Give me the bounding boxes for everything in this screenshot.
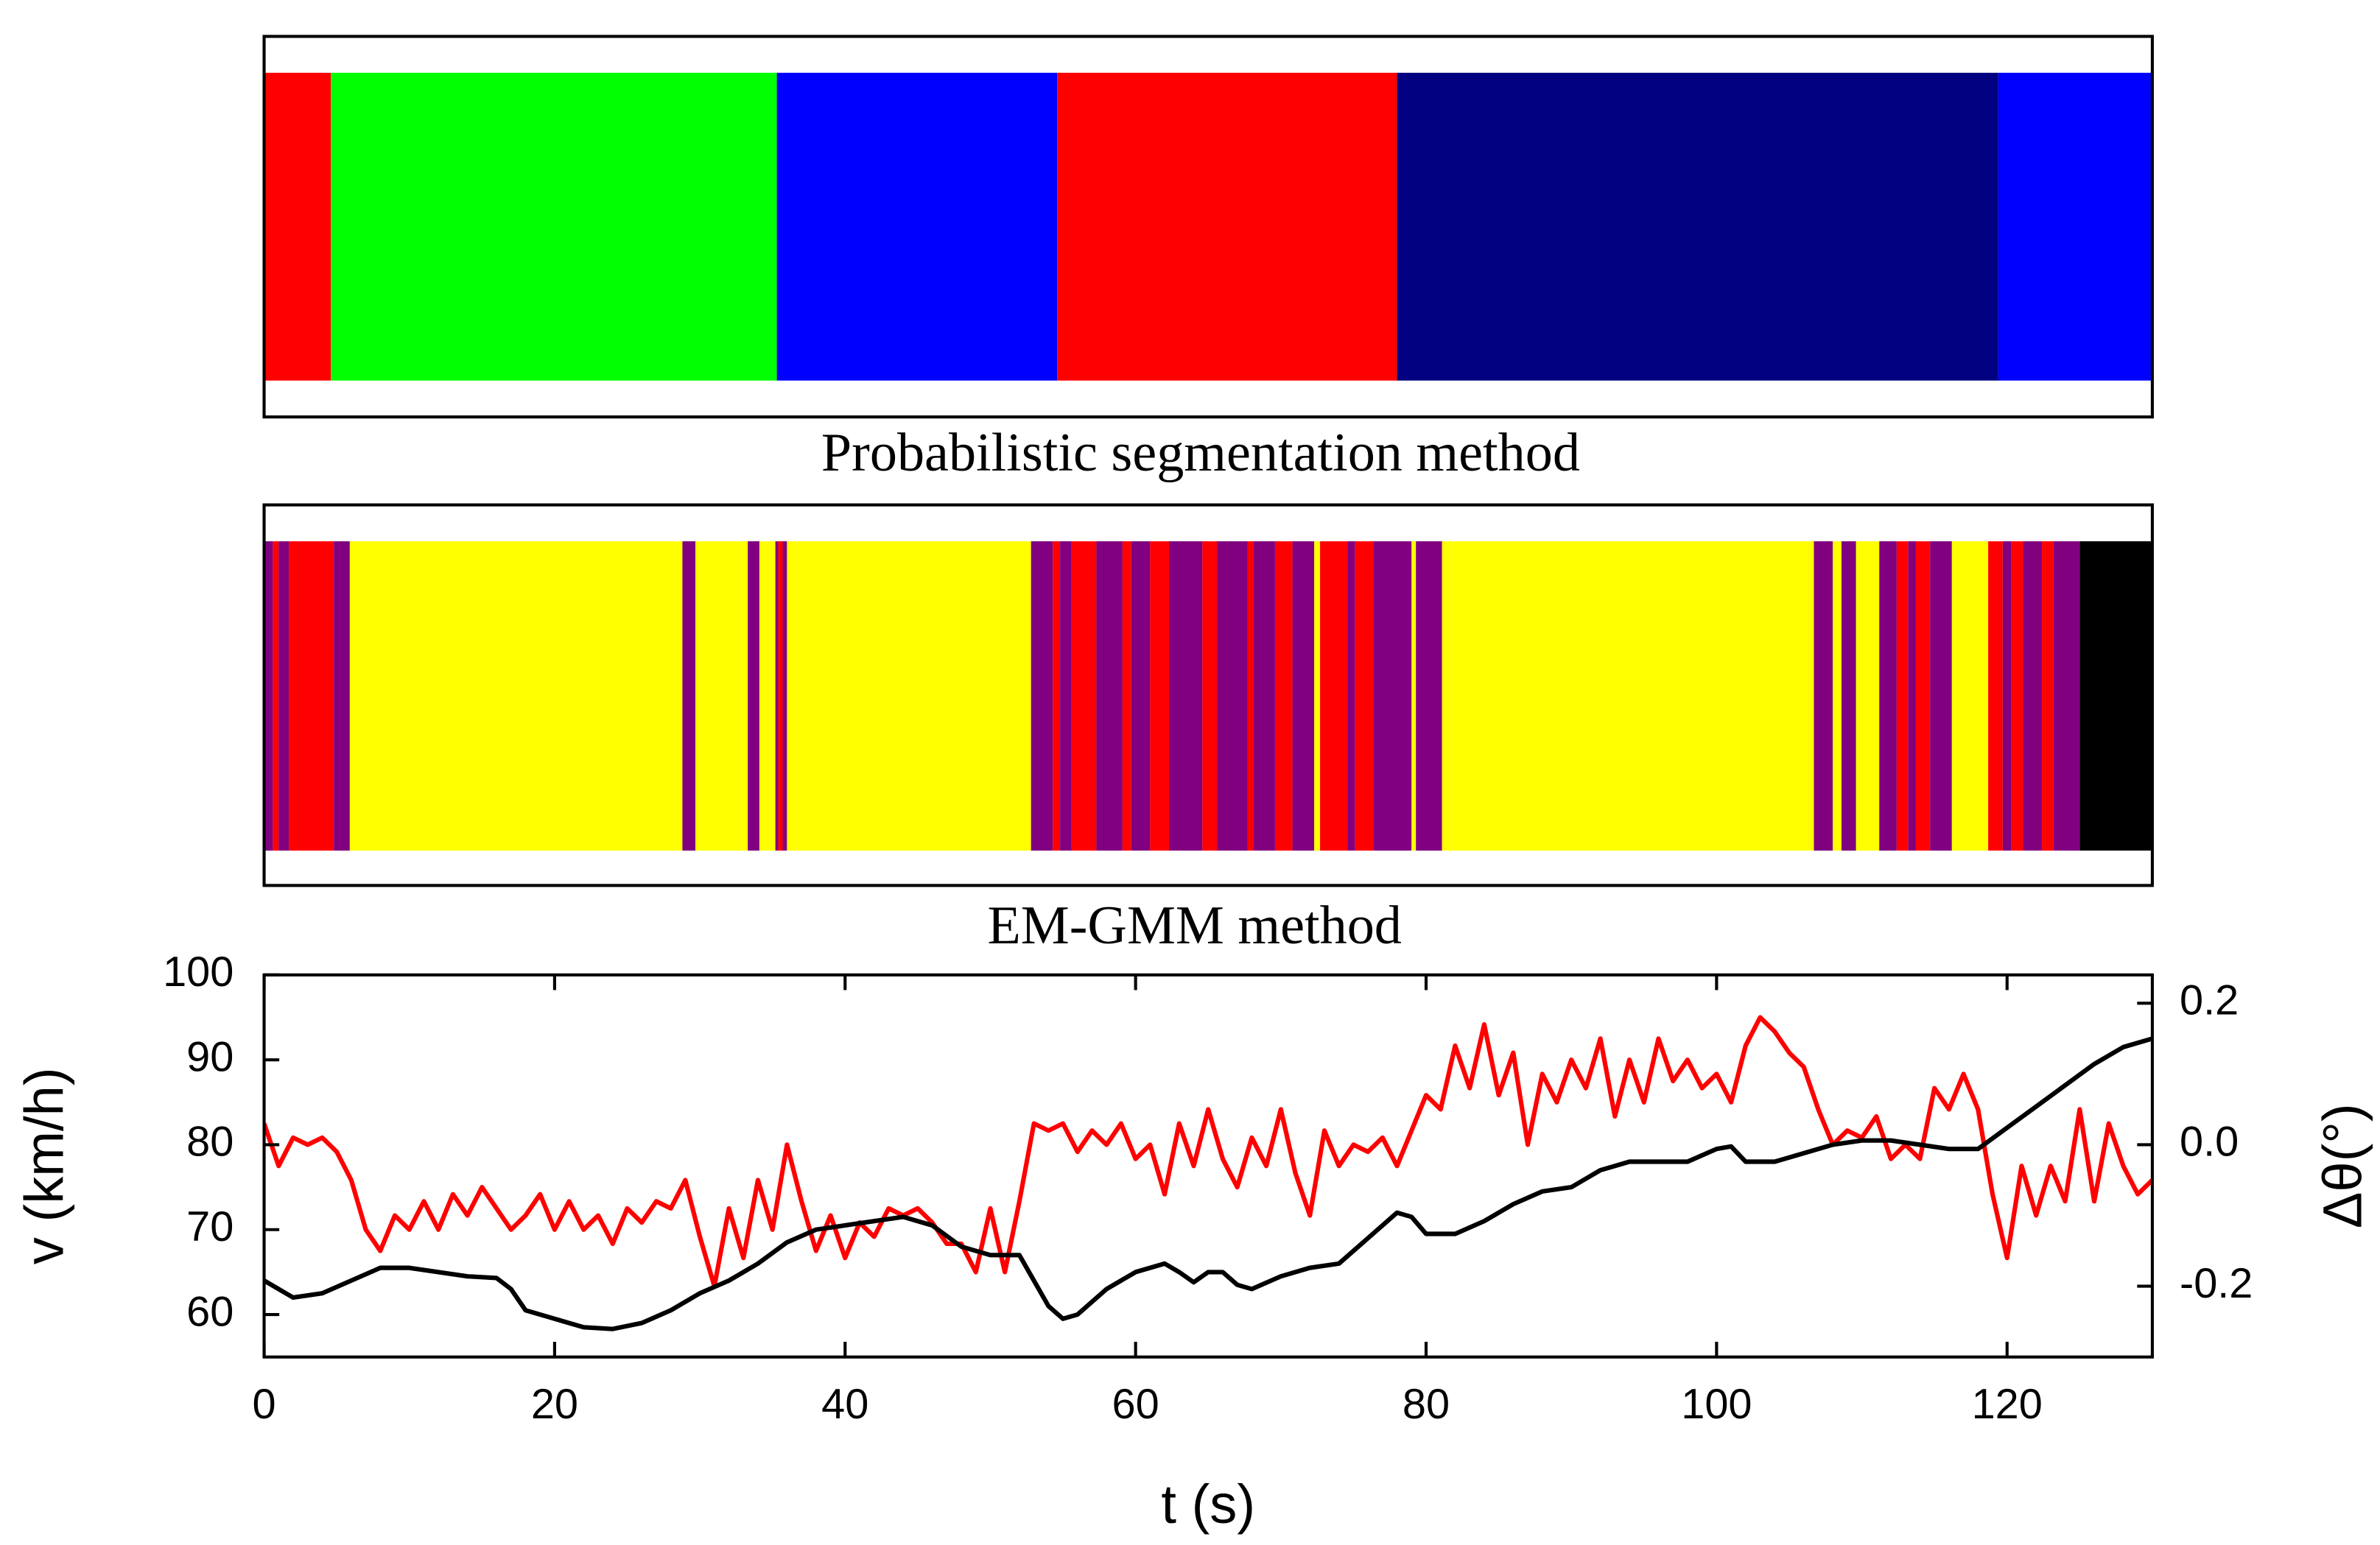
segment xyxy=(1122,541,1131,851)
segment xyxy=(264,72,331,381)
segment xyxy=(278,541,289,851)
plot-frame xyxy=(262,973,2154,1359)
x-tick-label: 20 xyxy=(531,1381,578,1428)
x-axis-label: t (s) xyxy=(1161,1474,1255,1535)
segment xyxy=(695,541,748,851)
x-tick-label: 60 xyxy=(1112,1381,1159,1428)
segment xyxy=(264,541,273,851)
segment xyxy=(1347,541,1355,851)
segment xyxy=(2042,541,2054,851)
y-axis-label: v (km/h) xyxy=(14,1067,75,1264)
segment xyxy=(2011,541,2023,851)
y2-tick-label: 0.0 xyxy=(2180,1119,2239,1166)
segment xyxy=(1071,541,1097,851)
segment xyxy=(2079,541,2152,851)
x-tick-label: 0 xyxy=(252,1381,275,1428)
y2-axis-label: Δθ(°) xyxy=(2311,1103,2373,1228)
segment xyxy=(1060,541,1072,851)
segment xyxy=(2053,541,2080,851)
segment xyxy=(1031,541,1053,851)
segment xyxy=(1998,72,2152,381)
segment xyxy=(1896,541,1909,851)
y-tick-label: 60 xyxy=(186,1288,234,1335)
segment xyxy=(787,541,1031,851)
segment xyxy=(273,541,279,851)
segment xyxy=(1247,541,1254,851)
segment xyxy=(349,541,683,851)
segment xyxy=(1833,541,1842,851)
segment xyxy=(1168,541,1203,851)
segment xyxy=(1988,541,2003,851)
y2-tick-label: -0.2 xyxy=(2180,1260,2253,1307)
y-tick-label: 100 xyxy=(163,949,234,996)
segment xyxy=(289,541,334,851)
segment xyxy=(334,541,350,851)
x-tick-label: 40 xyxy=(821,1381,868,1428)
segment xyxy=(1416,541,1442,851)
segment xyxy=(2023,541,2043,851)
segment xyxy=(1096,541,1123,851)
segment xyxy=(1930,541,1952,851)
segment xyxy=(1150,541,1169,851)
segment xyxy=(748,541,759,851)
segment xyxy=(1908,541,1916,851)
segment xyxy=(1314,541,1321,851)
segment xyxy=(1253,541,1275,851)
segment xyxy=(1057,72,1397,381)
panel-label: EM-GMM method xyxy=(987,895,1401,956)
segment xyxy=(1411,541,1417,851)
x-tick-label: 80 xyxy=(1403,1381,1450,1428)
y-tick-label: 70 xyxy=(186,1203,234,1250)
y2-tick-label: 0.2 xyxy=(2180,977,2239,1024)
segment xyxy=(331,72,777,381)
segment xyxy=(1442,541,1814,851)
segment xyxy=(1856,541,1880,851)
segment xyxy=(782,541,787,851)
segment xyxy=(1841,541,1856,851)
segment xyxy=(1374,541,1412,851)
segment xyxy=(1951,541,1989,851)
segment xyxy=(1814,541,1833,851)
segment xyxy=(759,541,776,851)
segment xyxy=(682,541,696,851)
data-line xyxy=(264,1036,2152,1331)
y-tick-label: 80 xyxy=(186,1119,234,1166)
x-tick-label: 100 xyxy=(1681,1381,1752,1428)
segment xyxy=(1053,541,1061,851)
segment xyxy=(1217,541,1248,851)
panel-label: Probabilistic segmentation method xyxy=(821,423,1580,483)
panel-frame xyxy=(262,503,2154,887)
segment xyxy=(1131,541,1151,851)
segment xyxy=(775,541,779,851)
data-line xyxy=(264,1015,2152,1289)
segment xyxy=(1879,541,1897,851)
panel-frame xyxy=(262,35,2154,419)
segment xyxy=(1397,72,1998,381)
segment xyxy=(1292,541,1315,851)
segment xyxy=(1274,541,1293,851)
y-tick-label: 90 xyxy=(186,1033,234,1080)
segment xyxy=(1320,541,1348,851)
segment xyxy=(1355,541,1375,851)
segment xyxy=(1202,541,1218,851)
x-tick-label: 120 xyxy=(1972,1381,2043,1428)
segment xyxy=(2002,541,2012,851)
segment xyxy=(1915,541,1931,851)
segment xyxy=(778,541,783,851)
segment xyxy=(776,72,1058,381)
